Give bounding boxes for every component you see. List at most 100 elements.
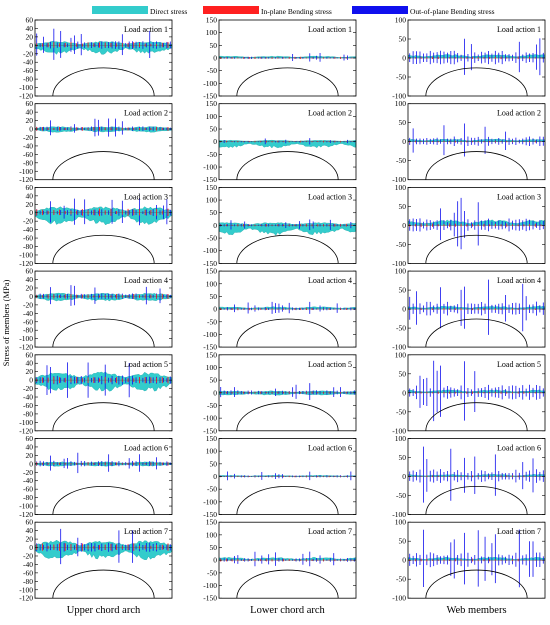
- arch-outline: [236, 67, 339, 96]
- y-tick-label: -50: [207, 66, 217, 75]
- y-tick-label: -50: [207, 150, 217, 159]
- plot-area: [408, 279, 545, 348]
- y-tick-label: -150: [203, 594, 217, 603]
- y-tick-label: -80: [23, 75, 33, 84]
- arch-outline: [52, 318, 155, 348]
- direct-stress-area: [35, 371, 172, 392]
- y-tick-label: -100: [19, 334, 33, 343]
- panel-label: Load action 1: [308, 25, 352, 34]
- direct-stress-area: [219, 390, 356, 396]
- y-tick-label: 0: [213, 388, 217, 397]
- y-tick-label: 60: [26, 183, 34, 192]
- panel-label: Load action 6: [308, 444, 352, 453]
- y-tick-label: -100: [203, 79, 217, 88]
- direct-stress-area: [35, 126, 172, 133]
- arch-outline: [236, 234, 339, 264]
- y-tick-label: -40: [23, 560, 33, 569]
- panel-label: Load action 1: [124, 25, 168, 34]
- y-tick-label: -150: [203, 343, 217, 352]
- y-tick-label: 60: [26, 518, 34, 527]
- direct-stress-area: [219, 55, 356, 59]
- y-tick-label: -40: [23, 309, 33, 318]
- y-tick-label: 50: [210, 41, 218, 50]
- arch-outline: [52, 402, 155, 431]
- y-tick-label: 0: [213, 472, 217, 481]
- direct-stress-area: [408, 473, 545, 477]
- arch-outline: [425, 234, 528, 264]
- y-tick-label: -50: [396, 156, 406, 165]
- panel-label: Load action 5: [497, 360, 541, 369]
- y-tick-label: -100: [392, 175, 406, 184]
- plot-area: [35, 198, 172, 264]
- y-tick-label: -100: [392, 259, 406, 268]
- panel-label: Load action 7: [497, 527, 541, 536]
- y-tick-label: -100: [19, 167, 33, 176]
- y-tick-label: -120: [19, 92, 33, 101]
- y-tick-label: 40: [26, 191, 34, 200]
- direct-stress-area: [408, 138, 545, 142]
- y-tick-label: 150: [206, 350, 218, 359]
- y-tick-label: -150: [203, 92, 217, 101]
- plot-area: [408, 360, 545, 431]
- y-tick-label: -100: [203, 246, 217, 255]
- y-tick-label: -50: [396, 491, 406, 500]
- y-tick-label: -50: [396, 407, 406, 416]
- y-tick-label: -40: [23, 476, 33, 485]
- y-tick-label: 0: [402, 305, 406, 314]
- y-tick-label: 20: [26, 283, 34, 292]
- column-title: Lower chord arch: [250, 605, 325, 616]
- chart-panel: 150 100 50 0 -50 -100 -150 Load action 1: [203, 16, 357, 101]
- y-axis-label: Stress of members (MPa): [1, 280, 11, 367]
- y-tick-label: 50: [399, 35, 407, 44]
- panel-label: Load action 2: [497, 109, 541, 118]
- y-tick-label: 60: [26, 99, 34, 108]
- arch-outline: [236, 318, 339, 348]
- axes-frame: [34, 19, 173, 97]
- panel-label: Load action 3: [497, 192, 541, 201]
- y-tick-label: -50: [207, 568, 217, 577]
- plot-area: [408, 197, 545, 264]
- y-tick-label: 0: [29, 543, 33, 552]
- direct-stress-area: [219, 306, 356, 310]
- y-tick-label: -20: [23, 217, 33, 226]
- y-tick-label: 50: [210, 543, 218, 552]
- y-tick-label: -20: [23, 384, 33, 393]
- chart-panel: 100 50 0 -50 -100 Load action 2: [392, 99, 546, 184]
- y-tick-label: 100: [395, 16, 407, 25]
- axes-frame: [34, 270, 173, 348]
- plot-area: [35, 362, 172, 431]
- y-tick-label: -60: [23, 401, 33, 410]
- y-tick-label: 0: [402, 54, 406, 63]
- arch-outline: [425, 318, 528, 348]
- y-tick-label: 20: [26, 116, 34, 125]
- y-tick-label: 40: [26, 108, 34, 117]
- y-tick-label: 150: [206, 16, 218, 25]
- y-tick-label: -50: [207, 234, 217, 243]
- plot-area: [219, 53, 356, 96]
- panel-label: Load action 2: [124, 109, 168, 118]
- y-tick-label: -120: [19, 594, 33, 603]
- panel-label: Load action 4: [497, 276, 541, 285]
- y-tick-label: -40: [23, 225, 33, 234]
- y-tick-label: -80: [23, 409, 33, 418]
- direct-stress-area: [219, 222, 356, 236]
- chart-panel: 100 50 0 -50 -100 Load action 1: [392, 16, 546, 101]
- y-tick-label: 150: [206, 183, 218, 192]
- y-tick-label: -80: [23, 326, 33, 335]
- y-tick-label: 0: [29, 125, 33, 134]
- plot-area: [408, 446, 545, 515]
- axes-frame: [34, 103, 173, 181]
- chart-panel: 150 100 50 0 -50 -100 -150 Load action 3: [203, 183, 357, 268]
- y-tick-label: -50: [207, 485, 217, 494]
- y-tick-label: 20: [26, 535, 34, 544]
- chart-panel: 100 50 0 -50 -100 Load action 7: [392, 518, 546, 603]
- panel-label: Load action 3: [308, 192, 352, 201]
- y-tick-label: 0: [213, 556, 217, 565]
- y-tick-label: 100: [395, 183, 407, 192]
- y-tick-label: 20: [26, 451, 34, 460]
- arch-outline: [425, 402, 528, 431]
- y-tick-label: 50: [399, 286, 407, 295]
